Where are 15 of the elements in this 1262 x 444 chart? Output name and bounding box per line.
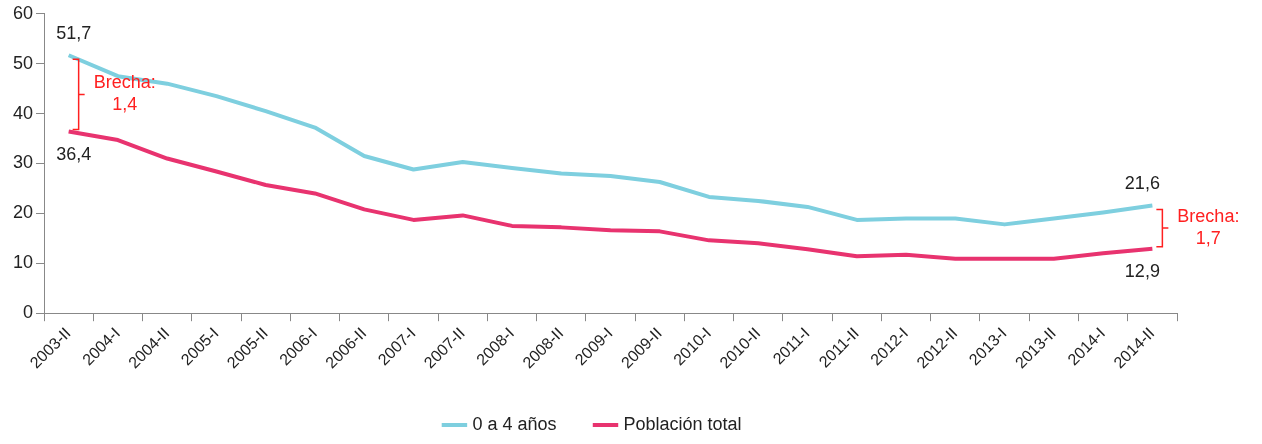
y-tick-label: 20	[12, 202, 34, 223]
y-tick-label: 60	[12, 2, 34, 23]
y-tick-label: 10	[12, 252, 34, 273]
data-label: 12,9	[1124, 260, 1160, 281]
annotation: Brecha: 1,4	[93, 72, 156, 115]
y-tick-label: 30	[12, 152, 34, 173]
data-label: 36,4	[56, 143, 92, 164]
data-label: 51,7	[56, 23, 92, 44]
y-tick-label: 50	[12, 52, 34, 73]
data-label: 21,6	[1124, 173, 1160, 194]
legend-label: Población total	[623, 413, 742, 434]
y-tick-label: 40	[12, 102, 34, 123]
annotation: Brecha: 1,7	[1177, 206, 1240, 249]
y-tick-label: 0	[23, 302, 34, 323]
legend-label: 0 a 4 años	[472, 413, 557, 434]
